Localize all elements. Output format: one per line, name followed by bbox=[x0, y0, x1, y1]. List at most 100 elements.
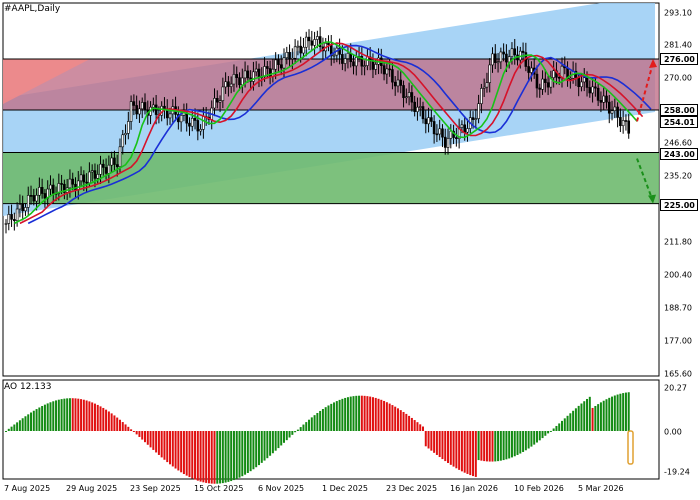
ao-bar bbox=[283, 431, 285, 443]
ao-bar bbox=[213, 431, 216, 484]
ao-bar bbox=[508, 431, 511, 459]
ao-bar bbox=[510, 431, 513, 458]
candle-body bbox=[185, 112, 188, 124]
ao-bar bbox=[588, 396, 591, 431]
candle-body bbox=[627, 120, 631, 134]
ao-highlight-bar bbox=[627, 430, 634, 465]
ao-bar bbox=[394, 406, 397, 431]
candle-body bbox=[421, 106, 425, 120]
candle-body bbox=[371, 60, 375, 70]
candle-body bbox=[282, 57, 286, 69]
y-tick-label: 200.40 bbox=[664, 270, 692, 280]
ao-bar bbox=[519, 431, 522, 454]
ao-bar bbox=[538, 431, 541, 441]
ao-bar bbox=[583, 401, 586, 431]
ao-bar bbox=[271, 431, 274, 454]
candle-body bbox=[221, 86, 225, 101]
ao-bar bbox=[182, 431, 185, 475]
ao-bar bbox=[385, 402, 388, 431]
candle-body bbox=[241, 77, 244, 86]
candle-body bbox=[279, 64, 283, 69]
candle-body bbox=[313, 39, 316, 46]
candle-body bbox=[168, 113, 172, 119]
ao-bar bbox=[463, 431, 466, 473]
candle-body bbox=[499, 51, 503, 63]
ao-bar bbox=[116, 417, 119, 431]
candle-body bbox=[402, 85, 405, 98]
ao-bar bbox=[449, 431, 452, 465]
candle-body bbox=[268, 68, 272, 77]
ao-bar bbox=[502, 431, 505, 461]
ao-bar bbox=[305, 422, 308, 431]
ao-bar bbox=[18, 420, 21, 431]
ao-bar bbox=[338, 399, 341, 431]
ao-bar bbox=[291, 431, 294, 435]
ao-bar bbox=[302, 424, 305, 431]
ao-bar bbox=[533, 431, 536, 445]
candle-body bbox=[29, 195, 33, 197]
ao-bar bbox=[335, 401, 338, 431]
ao-bar bbox=[352, 396, 355, 431]
ao-bar bbox=[260, 431, 263, 463]
candle-body bbox=[38, 187, 41, 196]
candle-body bbox=[310, 40, 314, 46]
ao-bar bbox=[627, 392, 630, 431]
ao-bar bbox=[344, 397, 347, 431]
ao-bar bbox=[597, 404, 600, 431]
price-tag-276: 276.00 bbox=[660, 53, 698, 65]
y-tick-label: 293.10 bbox=[664, 8, 692, 18]
candle-body bbox=[366, 56, 369, 66]
ao-bar bbox=[280, 431, 283, 446]
candle-body bbox=[352, 61, 355, 67]
ao-bar bbox=[321, 409, 324, 431]
alligator-teeth-line bbox=[19, 42, 644, 225]
ao-bar bbox=[535, 431, 538, 443]
candle-body bbox=[619, 117, 622, 127]
candle-body bbox=[613, 106, 617, 111]
ao-bar bbox=[391, 405, 394, 431]
candle-body bbox=[121, 134, 125, 148]
ao-bar bbox=[55, 400, 58, 431]
candle-body bbox=[26, 195, 30, 208]
candle-body bbox=[132, 101, 136, 106]
ao-y-tick-label: -19.24 bbox=[664, 467, 690, 477]
candle-body bbox=[316, 36, 319, 40]
ao-bar bbox=[205, 431, 208, 483]
ao-bar bbox=[355, 395, 358, 431]
ao-bar bbox=[199, 431, 202, 482]
ao-bar bbox=[113, 415, 116, 431]
ao-bar bbox=[574, 408, 577, 431]
ao-bar bbox=[310, 417, 313, 431]
candle-body bbox=[49, 184, 52, 190]
ao-bar bbox=[405, 413, 408, 431]
resistance-zone-left bbox=[3, 58, 90, 104]
candle-body bbox=[530, 67, 533, 73]
y-tick-label: 281.40 bbox=[664, 40, 692, 50]
candle-body bbox=[21, 203, 24, 212]
candle-body bbox=[318, 36, 322, 48]
candle-body bbox=[135, 105, 138, 115]
candle-body bbox=[413, 101, 416, 112]
ao-bar bbox=[93, 403, 96, 431]
y-tick-label: 270.00 bbox=[664, 73, 692, 83]
ao-bar bbox=[497, 431, 500, 462]
ao-bar bbox=[155, 431, 158, 453]
ao-bar bbox=[202, 431, 205, 483]
ao-bar bbox=[608, 397, 611, 431]
ao-bar bbox=[424, 431, 427, 447]
candle-body bbox=[299, 45, 302, 54]
x-tick-label: 5 Mar 2026 bbox=[578, 484, 624, 493]
y-tick-label: 211.80 bbox=[664, 237, 692, 247]
ao-bar bbox=[494, 431, 497, 462]
ao-bar bbox=[227, 431, 230, 482]
ao-bar bbox=[324, 407, 327, 431]
candle-body bbox=[291, 57, 294, 60]
ao-bar bbox=[221, 431, 224, 484]
candle-body bbox=[63, 183, 66, 193]
ao-bar bbox=[232, 431, 235, 481]
ao-bar bbox=[299, 427, 302, 431]
ao-bar bbox=[435, 431, 438, 455]
candle-body bbox=[76, 180, 80, 191]
ao-bar bbox=[472, 431, 475, 477]
price-tag-243: 243.00 bbox=[660, 148, 698, 160]
